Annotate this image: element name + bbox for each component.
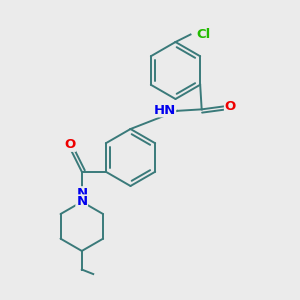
Text: N: N (76, 195, 87, 208)
Text: N: N (76, 187, 87, 200)
Text: HN: HN (153, 104, 176, 117)
Text: O: O (64, 138, 75, 151)
Text: O: O (225, 100, 236, 113)
Text: Cl: Cl (196, 28, 210, 41)
Text: N: N (76, 195, 87, 208)
